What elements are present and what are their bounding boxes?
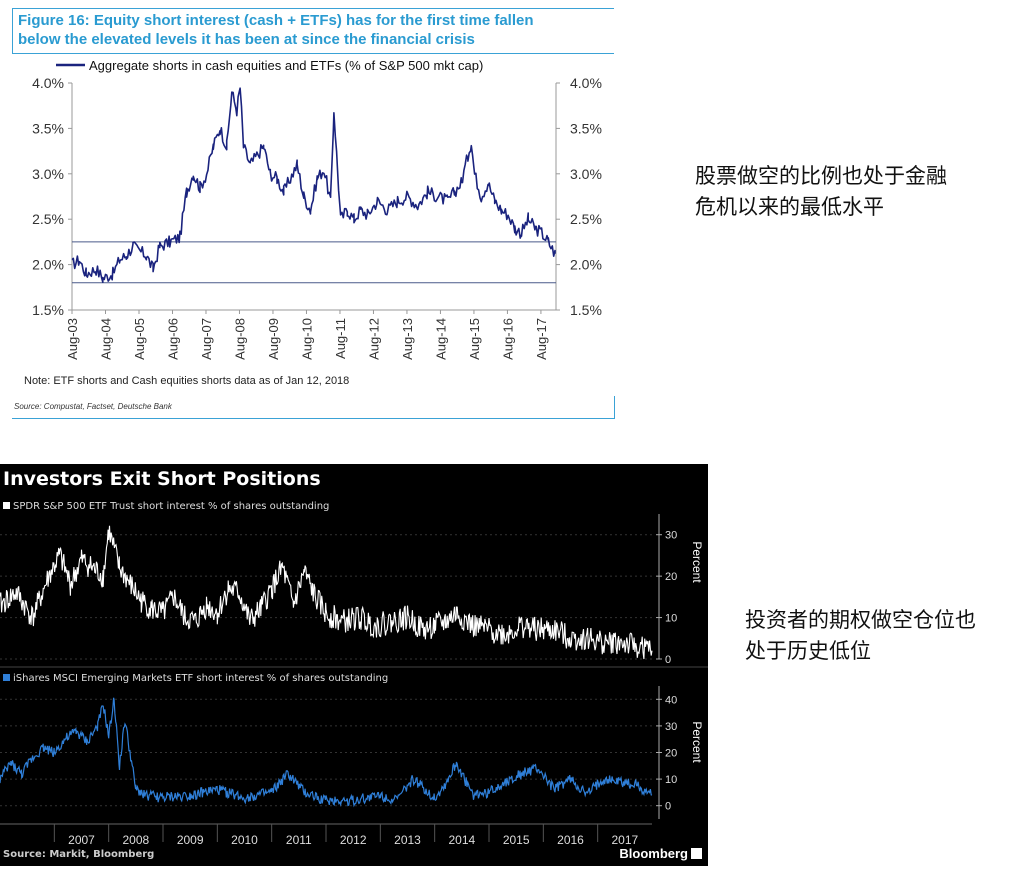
spdr-tick-label: 30: [665, 530, 677, 542]
chart-note: Note: ETF shorts and Cash equities short…: [24, 375, 350, 387]
bloomberg-source: Source: Markit, Bloomberg: [3, 849, 155, 860]
year-label: 2010: [231, 833, 258, 847]
x-tick-label: Aug-17: [534, 318, 549, 360]
year-label: 2011: [286, 833, 312, 847]
x-tick-label: Aug-08: [232, 318, 247, 360]
y-tick-label-left: 4.0%: [32, 75, 64, 91]
ishares-gridlines: [0, 666, 708, 807]
y-tick-label-right: 3.0%: [570, 166, 602, 182]
y-tick-label-right: 1.5%: [570, 302, 602, 318]
title-bottom-rule: [12, 53, 614, 54]
ishares-y-axis: 0 10 20 30 40: [656, 686, 677, 819]
annotation-bottom: 投资者的期权做空仓位也 处于历史低位: [745, 605, 976, 667]
year-label: 2009: [177, 833, 204, 847]
subtitle-spdr-text: SPDR S&P 500 ETF Trust short interest % …: [13, 501, 330, 512]
year-label: 2008: [122, 833, 149, 847]
subtitle-ishares-text: iShares MSCI Emerging Markets ETF short …: [13, 673, 389, 684]
x-tick-label: Aug-14: [433, 318, 448, 360]
y-tick-label-left: 2.5%: [32, 211, 64, 227]
annotation-bottom-line-2: 处于历史低位: [745, 639, 871, 663]
y-tick-label-right: 2.0%: [570, 257, 602, 273]
annotation-top-line-1: 股票做空的比例也处于金融: [695, 164, 947, 188]
ishares-series-layer: [0, 697, 653, 808]
x-tick-label: Aug-07: [199, 318, 214, 360]
year-axis: 2007 2008 2009 2010 2011 2012 2013 2014 2015 2016…: [0, 823, 652, 847]
title-top-rule: [12, 8, 614, 9]
spdr-tick-label: 20: [665, 571, 677, 583]
legend-label: Aggregate shorts in cash equities and ET…: [89, 58, 483, 73]
subtitle-ishares: iShares MSCI Emerging Markets ETF short …: [3, 673, 388, 684]
spdr-y-label: Percent: [690, 541, 704, 583]
title-left-rule: [12, 8, 13, 54]
ishares-tick-label: 20: [665, 748, 677, 760]
spdr-series-layer: [0, 525, 653, 660]
chart-legend: Aggregate shorts in cash equities and ET…: [56, 58, 483, 73]
x-tick-label: Aug-09: [266, 318, 281, 360]
x-tick-label: Aug-11: [333, 318, 348, 359]
subtitle-spdr: SPDR S&P 500 ETF Trust short interest % …: [3, 501, 329, 512]
year-label: 2007: [68, 833, 95, 847]
y-tick-label-left: 3.0%: [32, 166, 64, 182]
ishares-tick-label: 10: [665, 774, 677, 786]
ishares-tick-label: 30: [665, 721, 677, 733]
top-chart: Aggregate shorts in cash equities and ET…: [32, 58, 602, 360]
x-tick-label: Aug-05: [132, 318, 147, 360]
year-label: 2017: [611, 833, 638, 847]
year-label: 2015: [503, 833, 530, 847]
spdr-tick-label: 0: [665, 654, 671, 666]
bloomberg-logo: Bloomberg: [619, 846, 702, 861]
year-label: 2014: [448, 833, 475, 847]
x-tick-label: Aug-16: [500, 318, 515, 360]
annotation-top-line-2: 危机以来的最低水平: [695, 195, 884, 219]
year-label: 2016: [557, 833, 584, 847]
ishares-tick-label: 0: [665, 801, 671, 813]
annotation-top: 股票做空的比例也处于金融 危机以来的最低水平: [695, 161, 947, 223]
bloomberg-mark-icon: [691, 848, 702, 859]
series-line-aggregate-shorts: [71, 87, 556, 283]
top-figure-panel: Figure 16: Equity short interest (cash +…: [0, 0, 620, 425]
figure-title-line-1: Figure 16: Equity short interest (cash +…: [18, 12, 534, 29]
y-tick-label-left: 1.5%: [32, 302, 64, 318]
y-tick-label-right: 3.5%: [570, 120, 602, 136]
figure-title: Figure 16: Equity short interest (cash +…: [18, 11, 598, 49]
bloomberg-figure-panel: Investors Exit Short Positions SPDR S&P …: [0, 464, 708, 866]
x-tick-label: Aug-04: [98, 318, 113, 360]
bloomberg-chart-title: Investors Exit Short Positions: [3, 468, 321, 490]
x-tick-label: Aug-15: [467, 318, 482, 360]
annotation-bottom-line-1: 投资者的期权做空仓位也: [745, 608, 976, 632]
spdr-gridlines: [0, 534, 652, 660]
series-layer: [71, 87, 556, 283]
y-tick-label-left: 3.5%: [32, 120, 64, 136]
spdr-series-line: [0, 525, 653, 660]
ishares-tick-label: 40: [665, 694, 677, 706]
year-label: 2012: [340, 833, 367, 847]
x-axis: Aug-03 Aug-04 Aug-05 Aug-06 Aug-07 Aug-08 Aug-…: [65, 310, 549, 360]
x-tick-label: Aug-10: [299, 318, 314, 360]
spdr-legend-swatch: [3, 502, 10, 509]
y-tick-label-left: 2.0%: [32, 257, 64, 273]
ishares-legend-swatch: [3, 674, 10, 681]
x-tick-label: Aug-06: [165, 318, 180, 360]
chart-source: Source: Compustat, Factset, Deutsche Ban…: [14, 402, 172, 411]
year-label: 2013: [394, 833, 421, 847]
x-tick-label: Aug-03: [65, 318, 80, 360]
plot-frame: [71, 83, 557, 311]
reference-lines: [72, 241, 556, 284]
ishares-y-label: Percent: [690, 721, 704, 763]
spdr-tick-label: 10: [665, 613, 677, 625]
figure-bottom-rule: [12, 418, 615, 419]
figure-title-line-2: below the elevated levels it has been at…: [18, 31, 475, 48]
source-right-rule: [614, 396, 615, 418]
x-tick-label: Aug-12: [366, 318, 381, 360]
y-axis-right: 1.5% 2.0% 2.5% 3.0% 3.5% 4.0%: [556, 75, 602, 318]
ishares-series-line: [0, 697, 653, 808]
bloomberg-logo-text: Bloomberg: [619, 846, 688, 861]
y-tick-label-right: 4.0%: [570, 75, 602, 91]
y-axis-left: 1.5% 2.0% 2.5% 3.0% 3.5% 4.0%: [32, 75, 72, 318]
spdr-y-axis: 0 10 20 30: [656, 514, 677, 666]
x-tick-label: Aug-13: [400, 318, 415, 360]
y-tick-label-right: 2.5%: [570, 211, 602, 227]
